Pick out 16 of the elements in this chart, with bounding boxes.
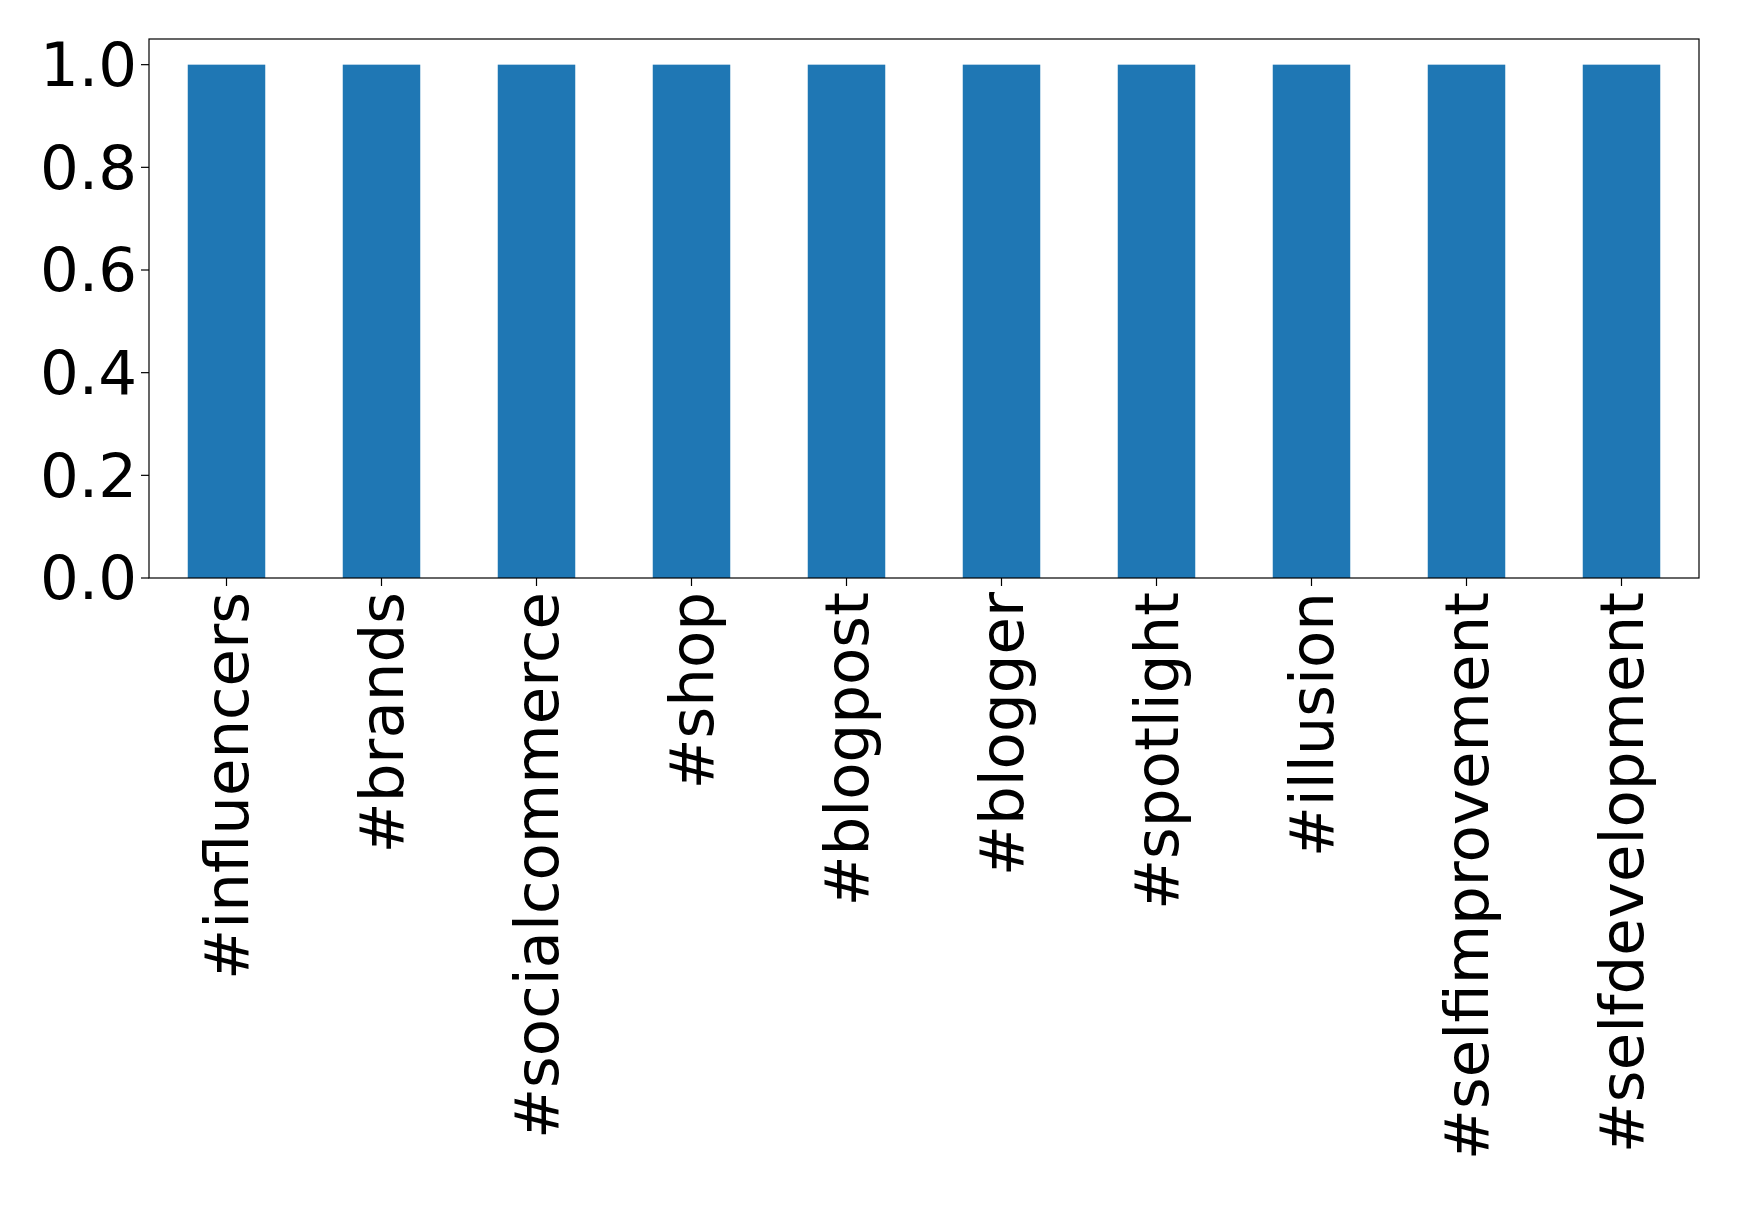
x-tick-label: #influencers — [190, 592, 262, 980]
y-tick-label: 0.4 — [39, 337, 137, 409]
y-tick-label: 0.2 — [39, 439, 137, 511]
x-tick-label: #spotlight — [1120, 592, 1192, 911]
y-tick-label: 1.0 — [39, 29, 137, 101]
x-tick-label: #socialcommerce — [500, 592, 572, 1140]
x-tick-label: #selfdevelopment — [1585, 592, 1657, 1154]
y-tick-label: 0.6 — [39, 234, 137, 306]
x-tick-label: #blogpost — [810, 592, 882, 907]
x-tick-label: #shop — [655, 592, 727, 790]
x-tick-label: #selfimprovement — [1430, 592, 1502, 1161]
x-tick-label: #blogger — [965, 591, 1037, 877]
x-tick-label: #brands — [345, 592, 417, 854]
y-tick-label: 0.8 — [39, 131, 137, 203]
x-tick-label: #illusion — [1275, 592, 1347, 858]
y-tick-label: 0.0 — [39, 542, 137, 614]
